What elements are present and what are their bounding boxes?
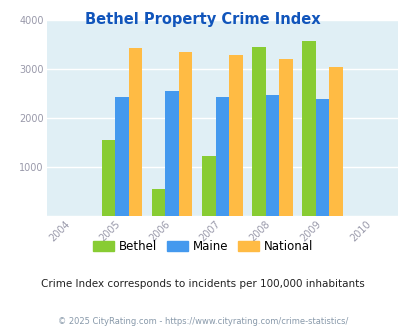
Bar bbox=[228, 55, 242, 216]
Bar bbox=[279, 59, 292, 216]
Bar bbox=[328, 67, 342, 216]
Bar bbox=[215, 97, 228, 216]
Text: Crime Index corresponds to incidents per 100,000 inhabitants: Crime Index corresponds to incidents per… bbox=[41, 279, 364, 289]
Bar bbox=[115, 97, 128, 216]
Bar bbox=[265, 95, 279, 216]
Bar bbox=[151, 189, 165, 216]
Bar bbox=[252, 47, 265, 216]
Bar bbox=[201, 156, 215, 216]
Text: Bethel Property Crime Index: Bethel Property Crime Index bbox=[85, 12, 320, 26]
Bar bbox=[128, 48, 142, 216]
Bar bbox=[302, 41, 315, 216]
Text: © 2025 CityRating.com - https://www.cityrating.com/crime-statistics/: © 2025 CityRating.com - https://www.city… bbox=[58, 317, 347, 326]
Bar bbox=[165, 91, 179, 216]
Bar bbox=[315, 99, 328, 216]
Bar bbox=[179, 52, 192, 216]
Bar bbox=[101, 140, 115, 216]
Legend: Bethel, Maine, National: Bethel, Maine, National bbox=[88, 235, 317, 258]
